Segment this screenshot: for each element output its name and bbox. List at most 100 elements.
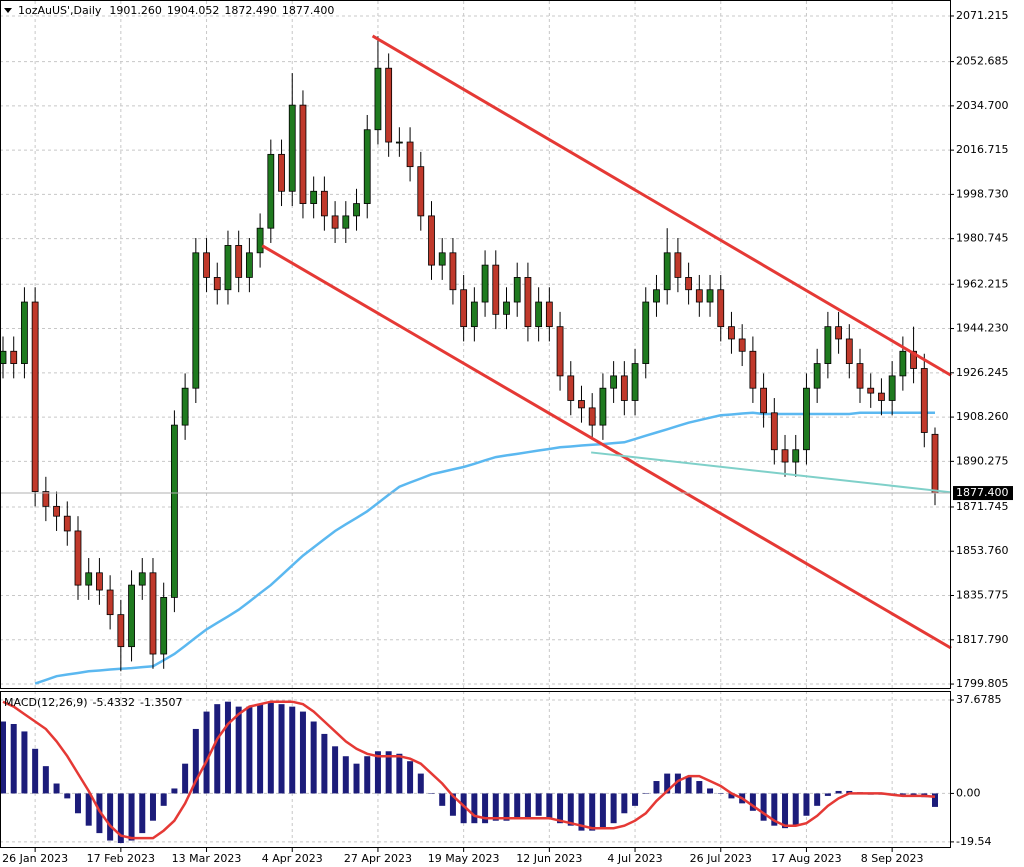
candle-body xyxy=(31,301,39,492)
candle-body xyxy=(803,387,810,451)
macd-bar xyxy=(760,793,767,821)
macd-title: MACD(12,26,9) xyxy=(4,696,88,709)
macd-bar xyxy=(803,793,810,816)
x-tick-label: 27 Apr 2023 xyxy=(344,852,412,865)
macd-bar xyxy=(267,701,274,794)
trendline xyxy=(261,244,952,650)
candle-body xyxy=(588,407,596,426)
macd-bar xyxy=(182,763,189,794)
candle-body xyxy=(599,387,607,426)
x-tick-label: 4 Jul 2023 xyxy=(607,852,662,865)
candle-body xyxy=(117,614,125,648)
candle-body xyxy=(235,245,243,278)
y-tick-label: 37.6785 xyxy=(956,693,1002,706)
candle-body xyxy=(353,203,360,217)
ohlc-high: 1904.052 xyxy=(167,4,220,17)
macd-bar xyxy=(117,793,124,844)
last-price-box xyxy=(953,486,1013,501)
macd-bar xyxy=(139,793,146,834)
y-tick-label: 1980.745 xyxy=(956,232,1009,245)
candle-body xyxy=(813,363,821,389)
macd-header: MACD(12,26,9) -5.4332 -1.3507 xyxy=(4,696,182,709)
menu-arrow[interactable] xyxy=(4,8,12,13)
macd-bar xyxy=(482,793,489,824)
candle-body xyxy=(192,252,200,389)
candle-body xyxy=(363,129,371,204)
x-tick-label: 17 Feb 2023 xyxy=(87,852,155,865)
candle-body xyxy=(203,252,210,278)
macd-bar xyxy=(717,793,724,794)
macd-bar xyxy=(396,753,403,794)
candle-body xyxy=(85,572,93,586)
candle-body xyxy=(845,338,853,364)
y-tick-label: 1853.760 xyxy=(956,544,1009,557)
macd-bar xyxy=(514,793,521,819)
macd-bar xyxy=(224,701,231,794)
signal-value: -1.3507 xyxy=(140,696,182,709)
macd-bar xyxy=(749,793,756,811)
candle-body xyxy=(620,375,628,401)
candle-body xyxy=(685,277,693,291)
macd-bar xyxy=(449,793,456,816)
macd-bar xyxy=(932,793,938,807)
macd-bar xyxy=(42,766,49,794)
macd-bar xyxy=(524,793,531,819)
macd-frame xyxy=(0,691,951,848)
macd-bar xyxy=(599,793,606,829)
macd-bar xyxy=(503,793,510,821)
macd-bar xyxy=(771,793,778,826)
x-tick-label: 4 Apr 2023 xyxy=(262,852,323,865)
macd-bar xyxy=(621,793,628,814)
candle-body xyxy=(320,190,328,217)
candle-body xyxy=(106,589,114,616)
candle-body xyxy=(910,350,917,369)
macd-bar xyxy=(278,704,285,794)
macd-bar xyxy=(74,793,81,814)
candle-body xyxy=(449,252,457,291)
candle-body xyxy=(545,301,553,328)
macd-bar xyxy=(321,733,328,794)
candle-body xyxy=(149,572,157,655)
candle-body xyxy=(385,67,393,143)
macd-bar xyxy=(782,793,789,829)
x-tick-label: 26 Jul 2023 xyxy=(690,852,752,865)
macd-bar xyxy=(128,793,135,841)
candle-body xyxy=(288,104,296,192)
candle-body xyxy=(835,326,842,340)
y-tick-label: 1871.745 xyxy=(956,500,1009,513)
candle-body xyxy=(856,363,864,389)
main-frame xyxy=(0,0,951,689)
macd-bar xyxy=(203,711,210,794)
candle-body xyxy=(492,264,500,315)
y-tick-label: 2071.215 xyxy=(956,9,1009,22)
macd-bar xyxy=(610,793,617,824)
macd-bar xyxy=(299,711,306,794)
macd-bar xyxy=(364,756,371,794)
macd-bar xyxy=(728,793,735,799)
macd-bar xyxy=(171,788,178,794)
y-tick-label: 2016.715 xyxy=(956,143,1009,156)
candle-body xyxy=(931,433,939,494)
macd-bar xyxy=(289,706,296,794)
candle-body xyxy=(610,375,618,389)
candle-body xyxy=(224,245,232,291)
candle-body xyxy=(171,424,178,598)
candle-body xyxy=(245,252,253,278)
x-tick-label: 12 Jun 2023 xyxy=(516,852,582,865)
candle-body xyxy=(0,350,7,364)
ohlc-low: 1872.490 xyxy=(224,4,277,17)
candle-body xyxy=(867,387,875,394)
macd-value: -5.4332 xyxy=(93,696,135,709)
macd-bar xyxy=(257,704,264,794)
candle-body xyxy=(770,412,778,451)
macd-bar xyxy=(353,763,360,794)
y-tick-label: 1835.775 xyxy=(956,589,1009,602)
macd-bar xyxy=(192,728,199,794)
macd-bar xyxy=(107,793,114,841)
candle-body xyxy=(888,375,896,401)
macd-bar xyxy=(439,793,446,806)
macd-bar xyxy=(149,793,156,821)
macd-bar xyxy=(632,793,639,806)
candle-body xyxy=(10,350,18,364)
macd-bar xyxy=(642,793,649,794)
